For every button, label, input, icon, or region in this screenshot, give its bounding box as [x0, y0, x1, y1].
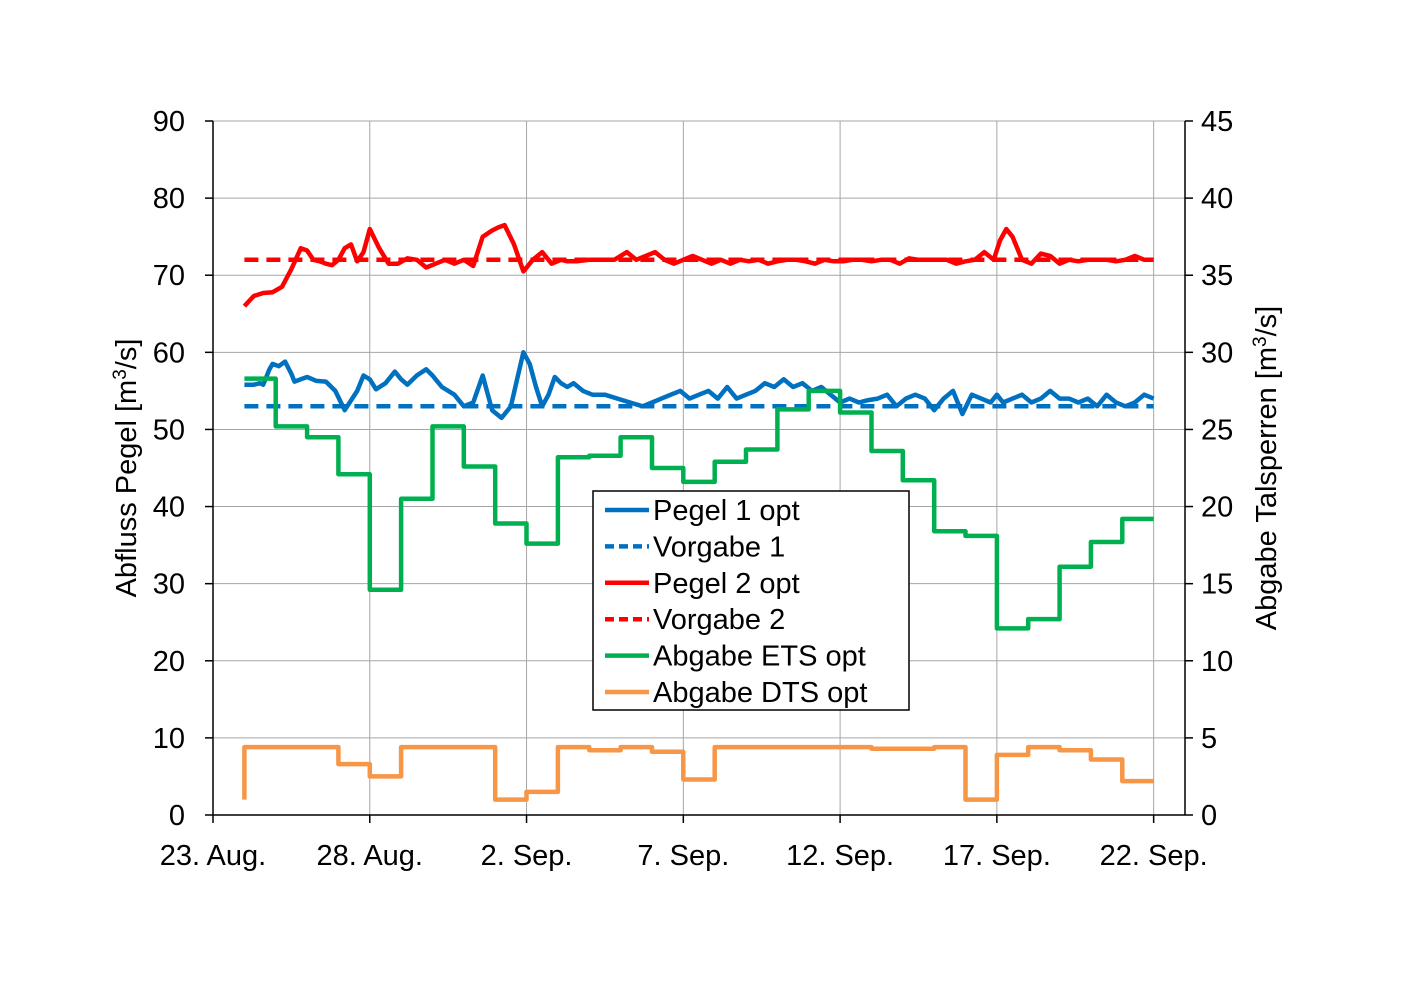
y-right-title-text: Abgabe Talsperren [m3/s] — [1250, 306, 1283, 630]
y-right-tick-label: 30 — [1201, 337, 1233, 369]
y-left-tick-label: 0 — [169, 800, 185, 832]
y-left-title: Abfluss Pegel [m3/s] — [110, 339, 143, 598]
y-right-tick-label: 35 — [1201, 260, 1233, 292]
x-tick-label: 28. Aug. — [317, 840, 423, 872]
y-left-tick-label: 90 — [153, 106, 185, 138]
x-tick-label: 23. Aug. — [160, 840, 266, 872]
series-line-abgabe-ets-opt — [244, 376, 1154, 631]
legend-label: Pegel 1 opt — [653, 495, 800, 527]
axes: 0 10 20 30 40 50 60 70 80 90 0 5 10 15 20 25 30 35 40 45 23.… — [110, 106, 1283, 872]
x-tick-label: 22. Sep. — [1100, 840, 1208, 872]
y-right-tick-label: 10 — [1201, 646, 1233, 678]
y-right-title: Abgabe Talsperren [m3/s] — [1250, 306, 1283, 630]
y-left-tick-label: 70 — [153, 260, 185, 292]
legend-box — [592, 490, 910, 711]
legend: Pegel 1 opt Vorgabe 1 Pegel 2 opt Vorgabe 2… — [592, 490, 910, 711]
y-left-tick-label: 60 — [153, 337, 185, 369]
y-right-tick-label: 40 — [1201, 183, 1233, 215]
series-line-pegel-1-opt — [244, 350, 1155, 421]
y-right-tick-label: 15 — [1201, 569, 1233, 601]
y-left-tick-label: 50 — [153, 414, 185, 446]
y-left-title-text: Abfluss Pegel [m3/s] — [110, 339, 143, 598]
x-tick-label: 12. Sep. — [786, 840, 894, 872]
x-tick-label: 7. Sep. — [637, 840, 729, 872]
legend-label: Abgabe ETS opt — [653, 641, 866, 673]
x-tick-label: 2. Sep. — [481, 840, 573, 872]
y-right-tick-label: 25 — [1201, 414, 1233, 446]
x-tick-label: 17. Sep. — [943, 840, 1051, 872]
y-right-tick-label: 5 — [1201, 723, 1217, 755]
legend-label: Pegel 2 opt — [653, 568, 800, 600]
y-left-tick-label: 30 — [153, 569, 185, 601]
series-line-pegel-2-opt — [242, 222, 1154, 308]
y-right-tick-label: 20 — [1201, 492, 1233, 524]
y-left-tick-label: 10 — [153, 723, 185, 755]
legend-label: Vorgabe 1 — [653, 531, 785, 563]
series-line-abgabe-dts-opt — [242, 744, 1154, 802]
y-left-tick-label: 20 — [153, 646, 185, 678]
y-left-tick-label: 80 — [153, 183, 185, 215]
y-right-tick-label: 0 — [1201, 800, 1217, 832]
y-left-tick-label: 40 — [153, 492, 185, 524]
legend-label: Vorgabe 2 — [653, 604, 785, 636]
grid — [213, 120, 1185, 816]
legend-label: Abgabe DTS opt — [653, 677, 867, 709]
series-layer — [242, 222, 1155, 802]
y-right-tick-label: 45 — [1201, 106, 1233, 138]
